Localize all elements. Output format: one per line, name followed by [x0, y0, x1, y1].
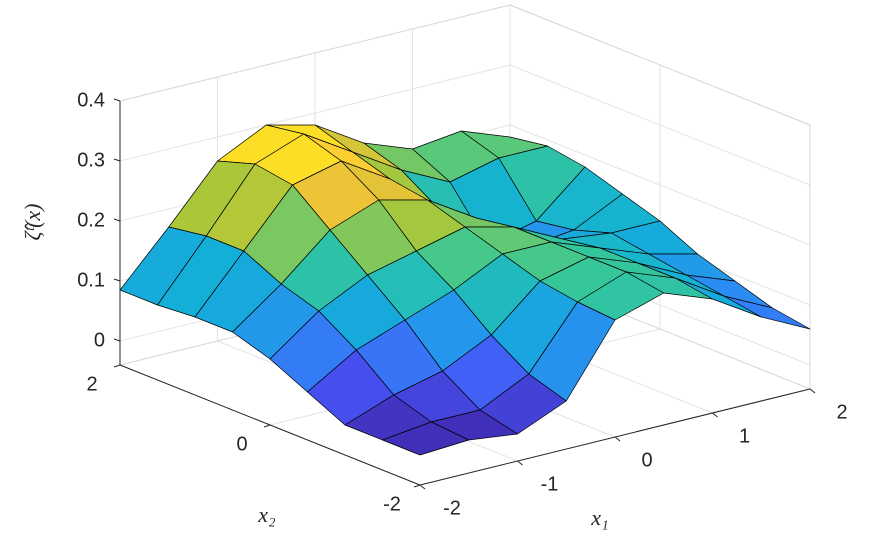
axes-layer: -2 -1 0 1 2 -2 0 2 0 0.1 0.2 0.3 0.4: [77, 89, 847, 519]
x-tick: [419, 484, 426, 490]
box-edge: [509, 4, 811, 126]
x-tick-label: 2: [836, 401, 847, 423]
y-tick: [263, 424, 271, 428]
z-tick-label: 0.4: [77, 89, 105, 111]
y-axis-label: x₂: [257, 502, 276, 527]
z-tick: [113, 338, 121, 342]
x-tick: [712, 412, 718, 418]
x-tick-label: 0: [641, 449, 652, 471]
x-tick-label: 1: [739, 425, 750, 447]
y-tick-label: 2: [86, 373, 97, 395]
x-tick: [517, 460, 523, 466]
z-tick: [113, 98, 121, 102]
z-axis-label: ζ̂ᵗ(x): [20, 203, 45, 240]
grid-line: [509, 64, 811, 186]
x-tick: [809, 388, 816, 394]
surface-patch: [723, 295, 811, 330]
box-edge: [119, 4, 511, 102]
z-tick: [113, 278, 121, 282]
surface-layer: [119, 124, 811, 456]
z-tick-label: 0: [94, 329, 105, 351]
x-tick-label: -1: [541, 473, 559, 495]
z-tick-label: 0.2: [77, 209, 105, 231]
y-tick-label: 0: [236, 433, 247, 455]
x-tick-label: -2: [443, 497, 461, 519]
x-tick: [614, 436, 621, 442]
z-tick: [113, 218, 121, 222]
grid-line: [119, 64, 511, 162]
y-tick-label: -2: [383, 493, 401, 515]
z-tick-label: 0.1: [77, 269, 105, 291]
y-tick: [413, 484, 421, 488]
grid-line: [509, 124, 811, 246]
z-tick: [113, 158, 121, 162]
z-tick-label: 0.3: [77, 149, 105, 171]
surface-patch: [382, 421, 470, 456]
x-axis-label: x₁: [590, 505, 608, 530]
y-tick: [113, 364, 121, 368]
